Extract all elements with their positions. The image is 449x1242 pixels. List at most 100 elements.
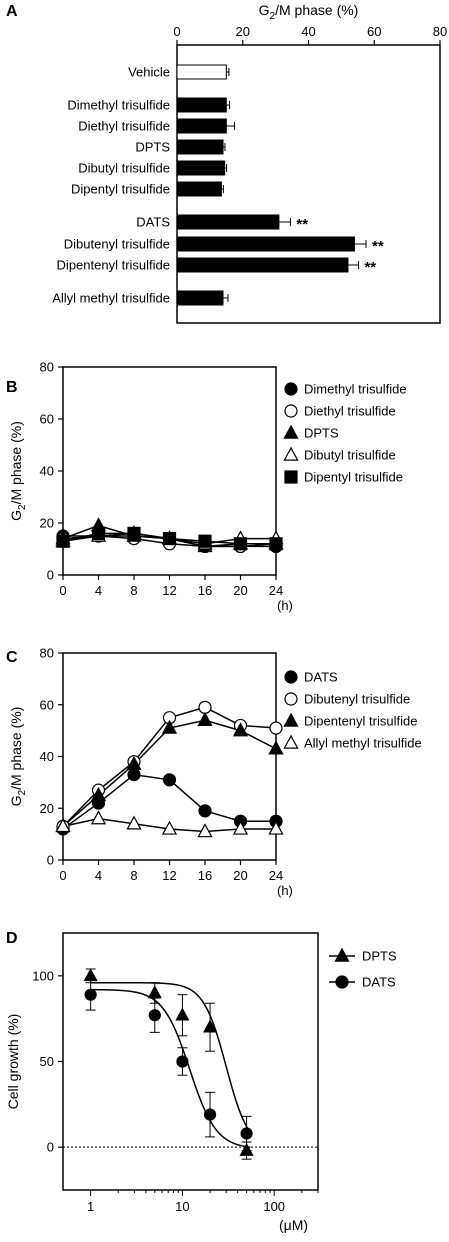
panel-c-y-tick-label: 80 — [40, 646, 54, 661]
panel-b-x-tick-label: 8 — [130, 583, 137, 598]
panel-b-legend-label: Dipentyl trisulfide — [304, 470, 403, 485]
panel-a-category-label: DATS — [136, 215, 170, 230]
panel-c-point-dipentenyl-trisulfide — [161, 719, 178, 734]
panel-a-bar-dimethyl-trisulfide — [176, 97, 227, 113]
panel-a-category-label: Diethyl trisulfide — [78, 119, 170, 134]
panel-c-point-dats — [127, 768, 141, 782]
panel-b-legend-marker-dpts — [283, 424, 299, 439]
panel-c-legend-marker-dats — [284, 670, 298, 684]
panel-d-point-dpts — [147, 985, 162, 999]
panel-b-x-tick-label: 12 — [162, 583, 176, 598]
panel-d-y-tick-label: 100 — [32, 968, 54, 983]
panel-b-point-dipentyl-trisulfide — [91, 526, 106, 541]
panel-d-legend-label: DATS — [362, 975, 396, 990]
panel-b-y-tick-label: 0 — [47, 568, 54, 583]
panel-c-x-tick-label: 20 — [233, 868, 247, 883]
panel-c-legend-label: DATS — [304, 670, 338, 685]
panel-c-x-tick-label: 0 — [59, 868, 66, 883]
panel-a-category-label: Dibutenyl trisulfide — [64, 237, 170, 252]
panel-c-legend-label: Allyl methyl trisulfide — [304, 736, 422, 751]
panel-b-y-axis-title-main: G — [8, 510, 24, 521]
panel-a-bar-dibutenyl-trisulfide — [176, 236, 356, 252]
panel-a-x-axis-title-rest: /M phase (%) — [275, 2, 358, 18]
panel-c-point-dibutenyl-trisulfide — [269, 721, 283, 735]
panel-a-significance-mark: ** — [364, 259, 376, 276]
panel-c-y-axis-title-rest: /M phase (%) — [8, 707, 24, 790]
panel-b-y-axis-title-rest: /M phase (%) — [8, 421, 24, 504]
panel-a-bar-vehicle — [176, 64, 227, 80]
panel-a-x-tick-label: 20 — [236, 24, 250, 39]
panel-d-point-dpts — [175, 1007, 190, 1021]
panel-b-x-tick-label: 4 — [95, 583, 102, 598]
panel-d-fit-curve-dpts — [90, 981, 251, 1134]
panel-d-x-unit-label: (μM) — [279, 1217, 308, 1233]
panel-a-bar-dpts — [176, 139, 224, 155]
panel-d-point-dats — [148, 1009, 161, 1022]
panel-c-x-tick-label: 8 — [130, 868, 137, 883]
panel-label-b: B — [6, 379, 18, 396]
panel-b-y-tick-label: 80 — [40, 360, 54, 375]
panel-b-y-tick-label: 60 — [40, 412, 54, 427]
panel-d-fit-curve-dats — [90, 988, 251, 1148]
panel-a-bar-dipentenyl-trisulfide — [176, 257, 349, 273]
panel-c-point-allyl-methyl-trisulfide — [126, 815, 142, 830]
panel-a-bar-diethyl-trisulfide — [176, 118, 227, 134]
panel-c-x-tick-label: 12 — [162, 868, 176, 883]
panel-b-point-dipentyl-trisulfide — [56, 534, 70, 548]
panel-b-point-dipentyl-trisulfide — [198, 534, 212, 548]
panel-d-x-tick-label: 1 — [87, 1199, 94, 1214]
panel-c-legend-marker-dipentenyl-trisulfide — [283, 712, 299, 727]
panel-a-category-label: DPTS — [135, 140, 170, 155]
panel-b-x-unit-label: (h) — [277, 598, 293, 613]
panel-c-point-dats — [198, 804, 212, 818]
panel-c-point-dipentenyl-trisulfide — [197, 711, 213, 727]
panel-b-point-dipentyl-trisulfide — [233, 537, 248, 551]
panel-label-d: D — [6, 930, 18, 947]
panel-d-y-axis-title: Cell growth (%) — [5, 1014, 21, 1110]
panel-b-legend-label: Dibutyl trisulfide — [304, 448, 396, 463]
panel-a-bar-dipentyl-trisulfide — [176, 181, 222, 197]
panel-c-legend-label: Dipentenyl trisulfide — [304, 714, 417, 729]
panel-a-category-label: Vehicle — [128, 65, 170, 80]
panel-d-dose-response-chart: 0 50 100 1 10 100 (μM) Cell growth (%) DPTS DATS — [5, 932, 397, 1233]
panel-d-legend-marker-dats — [335, 975, 349, 989]
panel-c-point-allyl-methyl-trisulfide — [268, 820, 284, 835]
panel-a-x-axis-title-sub: 2 — [270, 11, 276, 22]
panel-a-x-tick-label: 40 — [301, 24, 315, 39]
panel-b-legend-marker-diethyl-trisulfide — [284, 404, 298, 418]
panel-c-point-dipentenyl-trisulfide — [232, 722, 249, 737]
panel-b-point-dipentyl-trisulfide — [162, 531, 177, 546]
panel-a-significance-mark: ** — [296, 216, 308, 233]
panel-a-significance-mark: ** — [372, 238, 384, 255]
panel-a-bar-chart: 0 20 40 60 80 G2/M phase (%) Vehicle Dimethyl t… — [52, 2, 447, 324]
panel-b-y-tick-label: 40 — [40, 464, 54, 479]
panel-label-c: C — [6, 649, 18, 666]
panel-d-y-tick-label: 50 — [40, 1054, 54, 1069]
panel-c-x-unit-label: (h) — [277, 883, 293, 898]
panel-c-legend-marker-allyl-methyl-trisulfide — [283, 734, 299, 749]
panel-b-legend-label: DPTS — [304, 426, 339, 441]
panel-d-point-dpts — [202, 1019, 218, 1033]
panel-d-point-dats — [176, 1055, 189, 1068]
panel-c-legend-label: Dibutenyl trisulfide — [304, 692, 410, 707]
panel-a-category-label: Dibutyl trisulfide — [78, 161, 170, 176]
panel-c-legend-marker-dibutenyl-trisulfide — [284, 692, 298, 706]
panel-b-legend-marker-dibutyl-trisulfide — [283, 446, 299, 461]
panel-b-point-dipentyl-trisulfide — [269, 537, 283, 551]
panel-b-line-chart: 0 20 40 60 80 0 4 8 12 16 20 24(h) G2/M phase (%) Dim… — [8, 360, 407, 614]
panel-c-x-tick-label: 4 — [95, 868, 102, 883]
panel-a-x-tick-label: 60 — [367, 24, 381, 39]
panel-d-x-tick-label: 100 — [263, 1199, 285, 1214]
panel-c-point-dats — [162, 773, 177, 787]
panel-c-y-tick-label: 60 — [40, 697, 54, 712]
panel-b-y-tick-label: 20 — [40, 516, 54, 531]
panel-d-point-dats — [240, 1127, 253, 1140]
panel-c-point-allyl-methyl-trisulfide — [232, 820, 249, 835]
panel-b-legend-label: Diethyl trisulfide — [304, 404, 396, 419]
panel-c-point-dibutenyl-trisulfide — [198, 700, 212, 714]
panel-a-x-tick-label: 80 — [433, 24, 447, 39]
panel-d-legend-marker-dpts — [334, 947, 350, 962]
panel-c-y-axis-title-main: G — [8, 795, 24, 806]
panel-a-x-axis-title-main: G — [259, 2, 270, 18]
